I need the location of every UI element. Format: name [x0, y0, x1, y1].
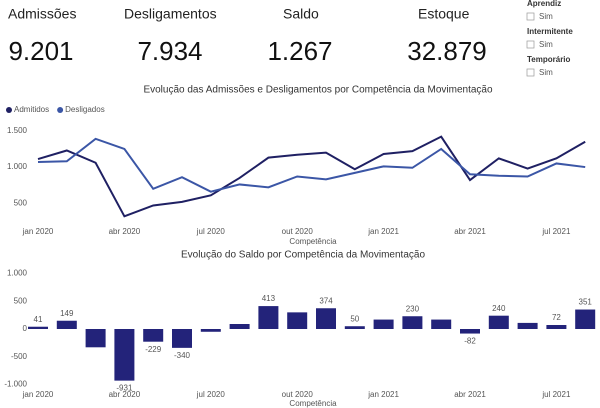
bar	[517, 322, 538, 329]
x-tick-label: jan 2021	[367, 390, 399, 399]
value-label: 50	[350, 314, 359, 323]
legend-label: Admitidos	[14, 105, 49, 114]
legend-label: Desligados	[65, 105, 105, 114]
x-tick-label: jan 2020	[22, 390, 54, 399]
x-tick-label: jul 2020	[196, 390, 226, 399]
kpi-label: Saldo	[283, 6, 319, 22]
y-tick-label: 1.500	[7, 126, 28, 135]
value-label: 41	[34, 315, 43, 324]
kpi-value: 32.879	[407, 36, 487, 66]
x-tick-label: abr 2021	[454, 227, 486, 236]
x-axis-title: Competência	[289, 237, 337, 246]
y-tick-label: 500	[14, 198, 28, 207]
kpi-label: Desligamentos	[124, 6, 217, 22]
kpi-label: Estoque	[418, 6, 470, 22]
bar	[488, 315, 509, 329]
y-tick-label: -1.000	[4, 380, 27, 389]
checkbox[interactable]	[526, 12, 535, 21]
kpi-value: 7.934	[137, 36, 202, 66]
chart-title: Evolução do Saldo por Competência da Mov…	[181, 250, 425, 261]
x-tick-label: abr 2021	[454, 390, 486, 399]
legend-marker	[6, 107, 12, 113]
y-tick-label: 500	[14, 296, 28, 305]
y-tick-label: -500	[11, 352, 28, 361]
slicer-title: Intermitente	[527, 27, 573, 36]
x-tick-label: out 2020	[282, 227, 314, 236]
y-tick-label: 1.000	[7, 269, 28, 278]
bar	[287, 312, 308, 329]
value-label: 72	[552, 313, 561, 322]
value-label: -931	[116, 384, 133, 393]
bar	[316, 308, 336, 329]
value-label: 413	[262, 294, 276, 303]
x-tick-label: out 2020	[282, 390, 314, 399]
x-tick-label: jul 2021	[541, 390, 571, 399]
x-tick-label: jan 2020	[22, 227, 54, 236]
bar	[114, 329, 135, 381]
bar	[258, 306, 279, 329]
legend-marker	[57, 107, 64, 113]
bar	[460, 329, 480, 334]
value-label: 230	[406, 304, 420, 313]
bar	[229, 324, 250, 329]
bar	[200, 329, 221, 332]
value-label: 240	[492, 304, 506, 313]
bar	[402, 316, 423, 329]
bar	[143, 329, 164, 342]
x-tick-label: jul 2021	[541, 227, 571, 236]
value-label: -229	[145, 345, 162, 354]
value-label: -340	[174, 351, 191, 360]
slicer-option[interactable]: Sim	[539, 68, 553, 77]
x-tick-label: abr 2020	[109, 227, 141, 236]
bar	[85, 329, 106, 348]
value-label: 374	[319, 296, 333, 305]
line-series	[37, 137, 586, 193]
value-label: 351	[579, 298, 593, 307]
checkbox[interactable]	[526, 40, 535, 49]
kpi-label: Admissões	[8, 6, 76, 22]
x-axis-title: Competência	[289, 399, 337, 408]
bar	[28, 326, 48, 329]
bar	[56, 320, 77, 329]
kpi-value: 9.201	[8, 36, 73, 66]
line-series	[37, 135, 586, 218]
value-label: 149	[60, 309, 74, 318]
checkbox[interactable]	[526, 68, 535, 77]
x-tick-label: jan 2021	[367, 227, 399, 236]
bar	[431, 319, 452, 329]
bar	[172, 329, 192, 348]
slicer-title: Temporário	[527, 55, 571, 64]
x-tick-label: abr 2020	[109, 390, 141, 399]
slicer-option[interactable]: Sim	[539, 40, 553, 49]
chart-title: Evolução das Admissões e Desligamentos p…	[143, 85, 493, 96]
x-tick-label: jul 2020	[196, 227, 226, 236]
bar	[373, 319, 394, 329]
value-label: -82	[464, 337, 476, 346]
kpi-value: 1.267	[267, 36, 332, 66]
slicer-option[interactable]: Sim	[539, 12, 553, 21]
bar	[575, 309, 596, 329]
bar	[546, 325, 567, 329]
bar	[344, 326, 365, 329]
y-tick-label: 0	[23, 324, 28, 333]
y-tick-label: 1.000	[7, 162, 28, 171]
slicer-title: Aprendiz	[527, 0, 561, 8]
